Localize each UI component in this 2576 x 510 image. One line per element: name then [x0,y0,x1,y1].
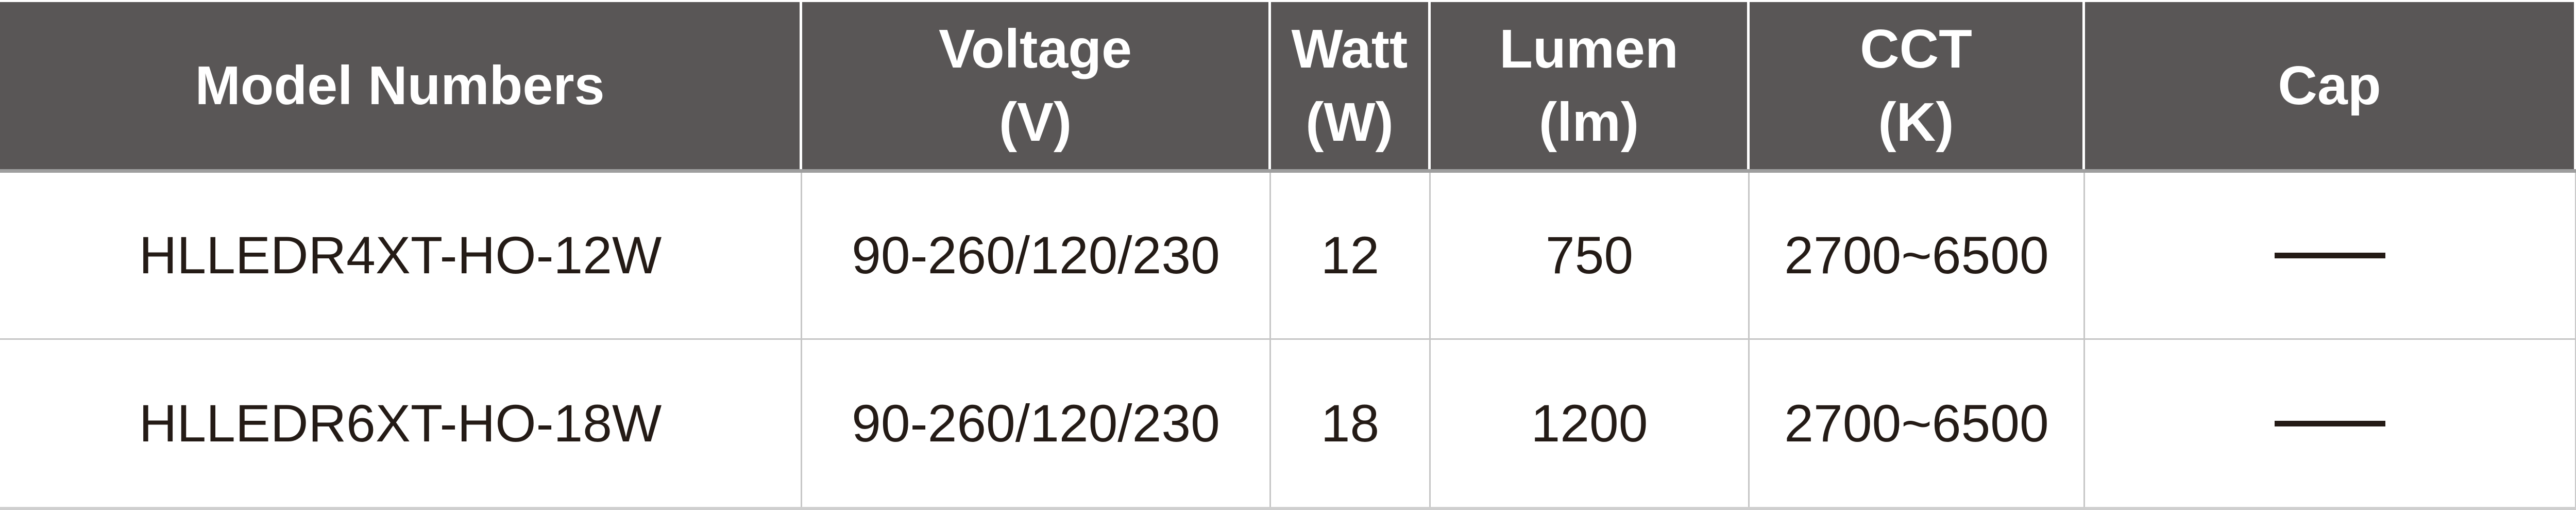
header-voltage: Voltage (V) [802,2,1271,169]
cell-lumen: 1200 [1431,340,1750,507]
cell-model: HLLEDR6XT-HO-18W [0,340,802,507]
header-label-line2: (K) [1878,92,1954,153]
cct-value: 2700~6500 [1784,226,2049,285]
cell-watt: 18 [1271,340,1431,507]
voltage-value: 90-260/120/230 [852,393,1220,453]
lumen-value: 750 [1545,226,1634,285]
lumen-value: 1200 [1531,393,1648,453]
header-cct: CCT (K) [1750,2,2085,169]
model-number: HLLEDR4XT-HO-12W [139,226,662,285]
header-watt: Watt (W) [1271,2,1431,169]
row-divider [0,338,2576,340]
header-label-line2: (V) [998,92,1072,153]
table-row: HLLEDR4XT-HO-12W 90-260/120/230 12 750 2… [0,173,2576,338]
header-label-line2: (lm) [1538,92,1639,153]
header-model-numbers: Model Numbers [0,2,802,169]
table-header-row: Model Numbers Voltage (V) Watt (W) Lumen… [0,2,2576,173]
model-number: HLLEDR6XT-HO-18W [139,393,662,453]
table-row: HLLEDR6XT-HO-18W 90-260/120/230 18 1200 … [0,340,2576,507]
cell-cap [2085,173,2576,338]
header-label-line1: Lumen [1499,18,1679,79]
cell-cap [2085,340,2576,507]
cell-cct: 2700~6500 [1750,340,2085,507]
cell-voltage: 90-260/120/230 [802,173,1271,338]
header-label-line2: (W) [1306,92,1394,153]
bottom-border [0,507,2576,510]
watt-value: 18 [1320,393,1380,453]
cell-lumen: 750 [1431,173,1750,338]
cell-cct: 2700~6500 [1750,173,2085,338]
header-label: Model Numbers [195,55,605,116]
cap-dash [2275,420,2385,426]
header-label-line1: Voltage [939,18,1132,79]
header-cap: Cap [2085,2,2576,169]
header-label-line1: CCT [1860,18,1972,79]
cell-model: HLLEDR4XT-HO-12W [0,173,802,338]
cct-value: 2700~6500 [1784,393,2049,453]
header-label: Cap [2278,55,2381,116]
voltage-value: 90-260/120/230 [852,226,1220,285]
cap-dash [2275,253,2385,258]
header-lumen: Lumen (lm) [1431,2,1750,169]
watt-value: 12 [1320,226,1380,285]
cell-voltage: 90-260/120/230 [802,340,1271,507]
cell-watt: 12 [1271,173,1431,338]
header-label-line1: Watt [1291,18,1408,79]
top-border [0,0,2576,2]
